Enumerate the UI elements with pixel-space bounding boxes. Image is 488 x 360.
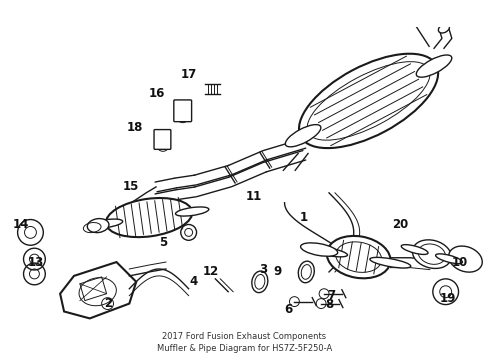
Ellipse shape <box>369 257 410 268</box>
Ellipse shape <box>411 240 450 269</box>
Text: 9: 9 <box>273 265 281 278</box>
Ellipse shape <box>300 243 337 256</box>
Text: 2: 2 <box>104 297 112 310</box>
Text: 11: 11 <box>245 190 262 203</box>
Text: 6: 6 <box>284 303 292 316</box>
Ellipse shape <box>106 198 192 237</box>
Text: 13: 13 <box>27 256 43 269</box>
Polygon shape <box>60 262 136 318</box>
Text: 18: 18 <box>127 121 143 134</box>
Ellipse shape <box>251 271 267 293</box>
Text: 2017 Ford Fusion Exhaust Components
Muffler & Pipe Diagram for HS7Z-5F250-A: 2017 Ford Fusion Exhaust Components Muff… <box>157 332 331 353</box>
Text: 8: 8 <box>324 298 332 311</box>
Ellipse shape <box>298 54 437 148</box>
Text: 3: 3 <box>258 264 266 276</box>
Ellipse shape <box>298 261 314 283</box>
Ellipse shape <box>175 207 208 216</box>
Ellipse shape <box>448 246 481 272</box>
Ellipse shape <box>285 125 320 147</box>
Text: 16: 16 <box>148 87 165 100</box>
Text: 10: 10 <box>450 256 467 269</box>
Ellipse shape <box>89 219 122 228</box>
FancyBboxPatch shape <box>173 100 191 122</box>
Text: 19: 19 <box>439 292 455 305</box>
Ellipse shape <box>415 55 451 77</box>
Ellipse shape <box>435 254 462 264</box>
Text: 15: 15 <box>123 180 139 193</box>
Ellipse shape <box>87 219 109 233</box>
Ellipse shape <box>326 236 390 278</box>
Text: 1: 1 <box>299 211 307 224</box>
Text: 4: 4 <box>189 275 197 288</box>
Text: 5: 5 <box>159 236 167 249</box>
Ellipse shape <box>437 24 448 33</box>
Text: 14: 14 <box>12 218 29 231</box>
Text: 17: 17 <box>180 68 196 81</box>
Ellipse shape <box>306 246 347 257</box>
Ellipse shape <box>401 245 427 255</box>
Text: 7: 7 <box>326 289 334 302</box>
Text: 20: 20 <box>391 218 407 231</box>
Text: 12: 12 <box>202 265 218 278</box>
FancyBboxPatch shape <box>154 130 170 149</box>
